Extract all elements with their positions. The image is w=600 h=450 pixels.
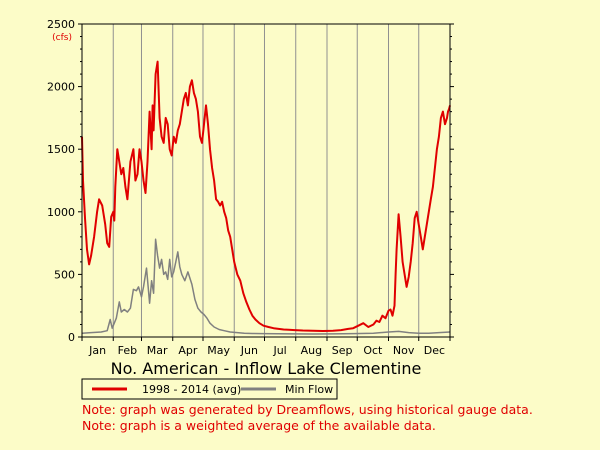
x-tick-label: Jun <box>240 344 258 357</box>
note-line-1: Note: graph was generated by Dreamflows,… <box>82 402 533 417</box>
legend-label-avg: 1998 - 2014 (avg) <box>142 383 241 396</box>
axis-layer: Jan Feb Mar Apr May Jun Jul Aug Sep Oct Nov Dec 0 500… <box>47 18 454 357</box>
legend-label-min: Min Flow <box>285 383 333 396</box>
x-tick-label: Mar <box>147 344 168 357</box>
x-tick-label: Sep <box>332 344 353 357</box>
x-tick-label: Jul <box>272 344 286 357</box>
legend: 1998 - 2014 (avg) Min Flow <box>81 378 338 400</box>
series-line-avg <box>81 60 451 332</box>
x-tick-label: May <box>207 344 230 357</box>
x-tick-label: Apr <box>178 344 198 357</box>
series-layer <box>81 60 451 335</box>
x-tick-label: Dec <box>424 344 445 357</box>
legend-box <box>81 378 338 400</box>
y-axis-unit-label: (cfs) <box>52 33 72 43</box>
y-tick-label: 1500 <box>47 143 75 156</box>
y-tick-label: 2500 <box>47 18 75 31</box>
grid-layer <box>112 24 420 337</box>
x-tick-label: Jan <box>88 344 106 357</box>
series-line-min-flow <box>81 238 451 335</box>
y-tick-label: 500 <box>54 268 75 281</box>
x-tick-label: Oct <box>363 344 383 357</box>
plot-border <box>81 23 451 338</box>
x-tick-label: Feb <box>118 344 137 357</box>
x-tick-label: Aug <box>301 344 322 357</box>
y-tick-label: 1000 <box>47 206 75 219</box>
y-tick-label: 2000 <box>47 81 75 94</box>
chart-title: No. American - Inflow Lake Clementine <box>111 359 422 378</box>
x-tick-label: Nov <box>393 344 415 357</box>
y-tick-label: 0 <box>68 331 75 344</box>
note-line-2: Note: graph is a weighted average of the… <box>82 418 436 433</box>
